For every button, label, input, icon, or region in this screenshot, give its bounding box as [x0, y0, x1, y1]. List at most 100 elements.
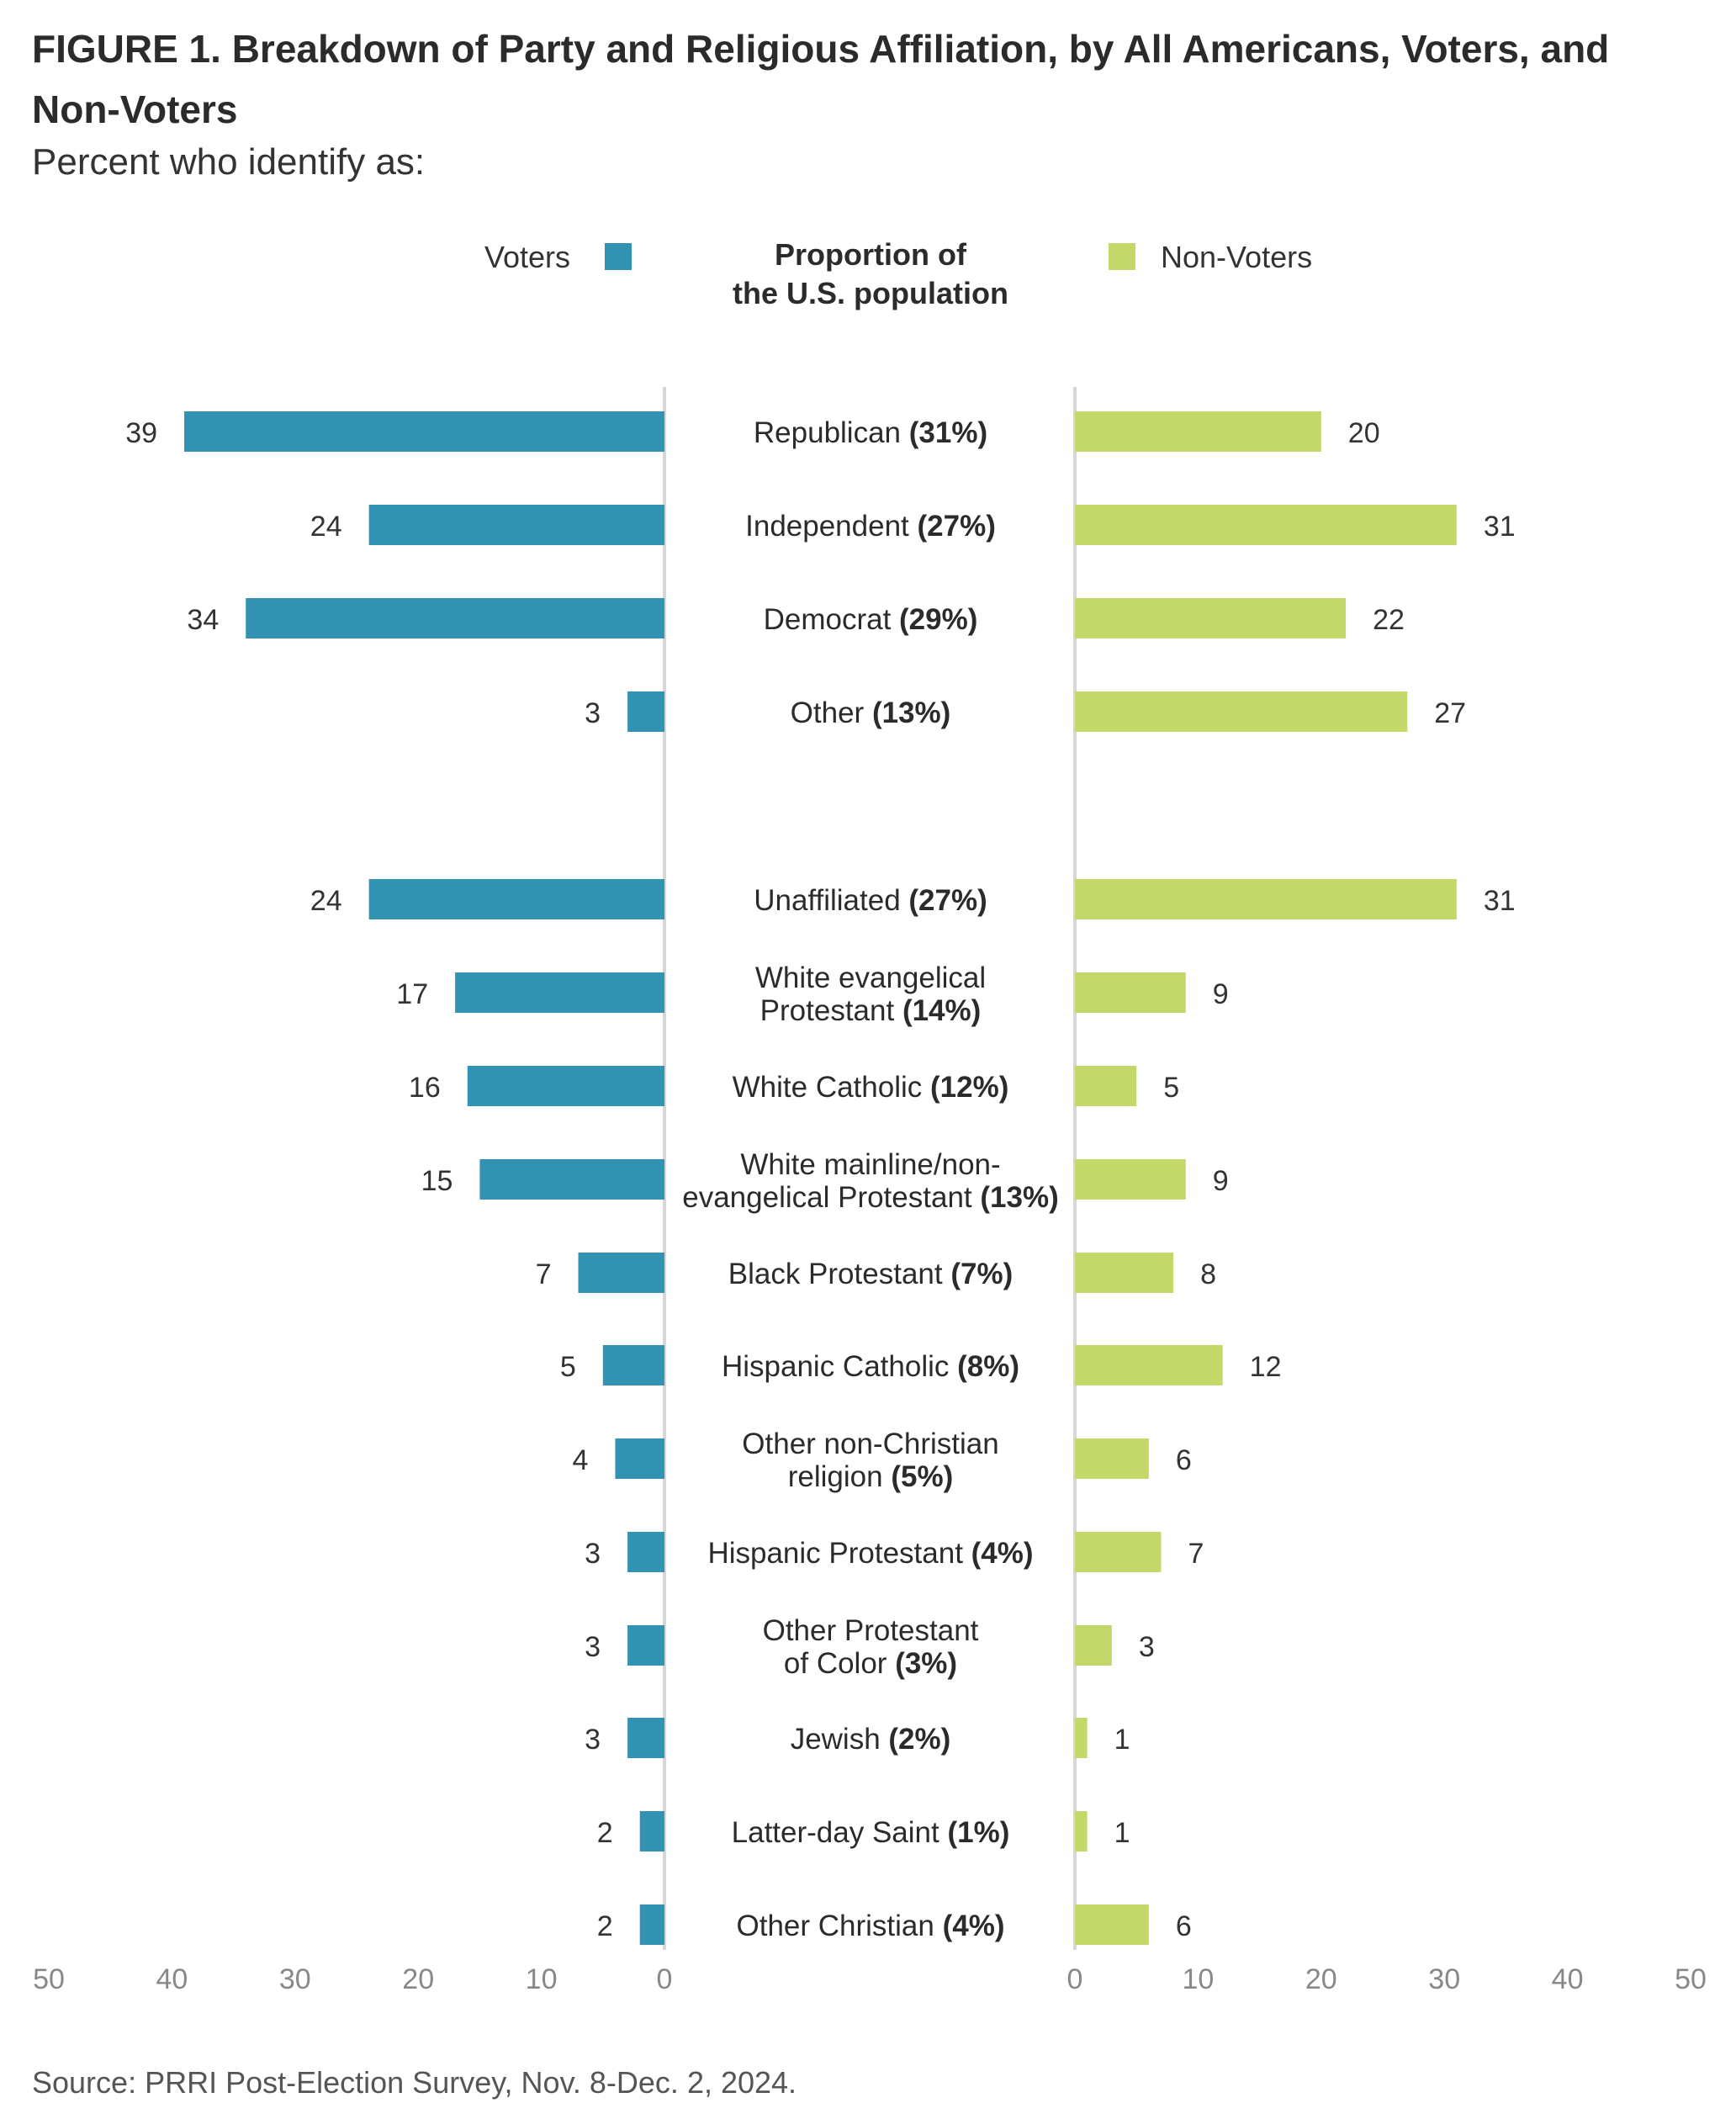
non-voters-bar: [1075, 411, 1321, 452]
voters-value-label: 7: [536, 1258, 552, 1290]
voters-bar: [368, 879, 664, 919]
category-label: White Catholic (12%): [733, 1071, 1009, 1104]
voters-value-label: 16: [409, 1072, 441, 1104]
voters-bar: [615, 1438, 664, 1479]
legend-voters-swatch: [605, 243, 632, 270]
non-voters-value-label: 27: [1434, 697, 1466, 729]
voters-value-label: 2: [597, 1817, 613, 1849]
category-label: Latter-day Saint (1%): [732, 1816, 1010, 1849]
voters-bar: [578, 1253, 664, 1293]
non-voters-axis-tick: 40: [1552, 1963, 1584, 1995]
voters-value-label: 17: [396, 978, 428, 1010]
voters-bar: [479, 1159, 664, 1200]
non-voters-bar: [1075, 1345, 1223, 1385]
category-label: Other Christian (4%): [737, 1910, 1005, 1942]
voters-bar: [467, 1066, 664, 1106]
legend-non-voters-label: Non-Voters: [1161, 240, 1312, 274]
legend: Voters Proportion of the U.S. population…: [484, 237, 1312, 310]
non-voters-bar: [1075, 1159, 1186, 1200]
center-header-line1: Proportion of: [775, 237, 967, 272]
category-label: Black Protestant (7%): [728, 1258, 1013, 1290]
non-voters-bar: [1075, 1532, 1162, 1572]
non-voters-axis-tick: 0: [1067, 1963, 1083, 1995]
non-voters-bar: [1075, 1625, 1112, 1666]
voters-value-label: 24: [310, 885, 342, 917]
non-voters-value-label: 31: [1484, 885, 1516, 917]
non-voters-axis-tick: 20: [1305, 1963, 1337, 1995]
non-voters-bar: [1075, 1066, 1137, 1106]
voters-axis-tick: 20: [402, 1963, 434, 1995]
voters-bar: [455, 972, 664, 1013]
voters-bar: [639, 1904, 664, 1945]
voters-value-label: 2: [597, 1910, 613, 1942]
non-voters-value-label: 9: [1213, 978, 1229, 1010]
category-label: White evangelical Protestant (14%): [755, 961, 986, 1027]
voters-value-label: 24: [310, 511, 342, 543]
non-voters-axis-tick: 30: [1428, 1963, 1460, 1995]
voters-value-label: 3: [585, 1631, 601, 1663]
voters-bar: [627, 1625, 664, 1666]
center-header-line2: the U.S. population: [733, 276, 1008, 310]
category-label: Other (13%): [791, 697, 951, 729]
non-voters-value-label: 31: [1484, 511, 1516, 543]
non-voters-value-label: 20: [1348, 417, 1380, 449]
source-note: Source: PRRI Post-Election Survey, Nov. …: [32, 2065, 797, 2100]
voters-value-label: 3: [585, 1724, 601, 1756]
chart-title: FIGURE 1. Breakdown of Party and Religio…: [32, 27, 1610, 131]
voters-value-label: 34: [187, 604, 219, 636]
non-voters-bar: [1075, 1438, 1149, 1479]
category-label: Hispanic Protestant (4%): [707, 1537, 1033, 1570]
non-voters-value-label: 7: [1188, 1538, 1204, 1570]
non-voters-bar: [1075, 1718, 1088, 1758]
voters-axis-tick: 40: [156, 1963, 188, 1995]
chart-subtitle: Percent who identify as:: [32, 141, 426, 183]
non-voters-bar: [1075, 1811, 1088, 1851]
voters-bar: [246, 598, 664, 638]
category-label: White mainline/non-evangelical Protestan…: [682, 1148, 1058, 1214]
non-voters-value-label: 6: [1176, 1444, 1192, 1476]
non-voters-bar: [1075, 879, 1457, 919]
category-label: Independent (27%): [745, 510, 996, 543]
category-label: Republican (31%): [754, 416, 987, 449]
voters-axis-tick: 10: [526, 1963, 558, 1995]
category-label: Unaffiliated (27%): [754, 884, 987, 917]
legend-voters-label: Voters: [484, 240, 570, 274]
voters-value-label: 5: [560, 1351, 576, 1383]
voters-value-label: 3: [585, 1538, 601, 1570]
non-voters-value-label: 8: [1200, 1258, 1216, 1290]
x-axis-ticks: 50 40 30 20 10 0 0 10 20 30 40 50: [33, 1963, 1707, 1995]
non-voters-value-label: 3: [1139, 1631, 1155, 1663]
category-label: Hispanic Catholic (8%): [722, 1350, 1019, 1383]
non-voters-value-label: 6: [1176, 1910, 1192, 1942]
non-voters-value-label: 22: [1373, 604, 1405, 636]
legend-non-voters-swatch: [1109, 243, 1135, 270]
non-voters-axis-tick: 10: [1182, 1963, 1214, 1995]
category-label: Jewish (2%): [791, 1723, 951, 1756]
non-voters-bar: [1075, 1253, 1174, 1293]
voters-axis-tick: 0: [657, 1963, 673, 1995]
voters-value-label: 4: [573, 1444, 589, 1476]
non-voters-axis-tick: 50: [1675, 1963, 1707, 1995]
non-voters-value-label: 12: [1250, 1351, 1282, 1383]
non-voters-value-label: 9: [1213, 1165, 1229, 1197]
non-voters-value-label: 5: [1163, 1072, 1179, 1104]
non-voters-bar: [1075, 598, 1347, 638]
category-label: Other Protestant of Color (3%): [763, 1614, 979, 1680]
non-voters-bar: [1075, 691, 1408, 732]
voters-bar: [627, 691, 664, 732]
category-label: Other non-Christian religion (5%): [742, 1428, 998, 1493]
non-voters-value-label: 1: [1114, 1817, 1130, 1849]
voters-bar: [627, 1718, 664, 1758]
voters-axis-tick: 50: [33, 1963, 65, 1995]
voters-bar: [627, 1532, 664, 1572]
non-voters-value-label: 1: [1114, 1724, 1130, 1756]
non-voters-bar: [1075, 505, 1457, 545]
non-voters-bar: [1075, 972, 1186, 1013]
non-voters-bar: [1075, 1904, 1149, 1945]
voters-bar: [184, 411, 665, 452]
voters-bar: [368, 505, 664, 545]
voters-value-label: 15: [421, 1165, 453, 1197]
voters-value-label: 3: [585, 697, 601, 729]
